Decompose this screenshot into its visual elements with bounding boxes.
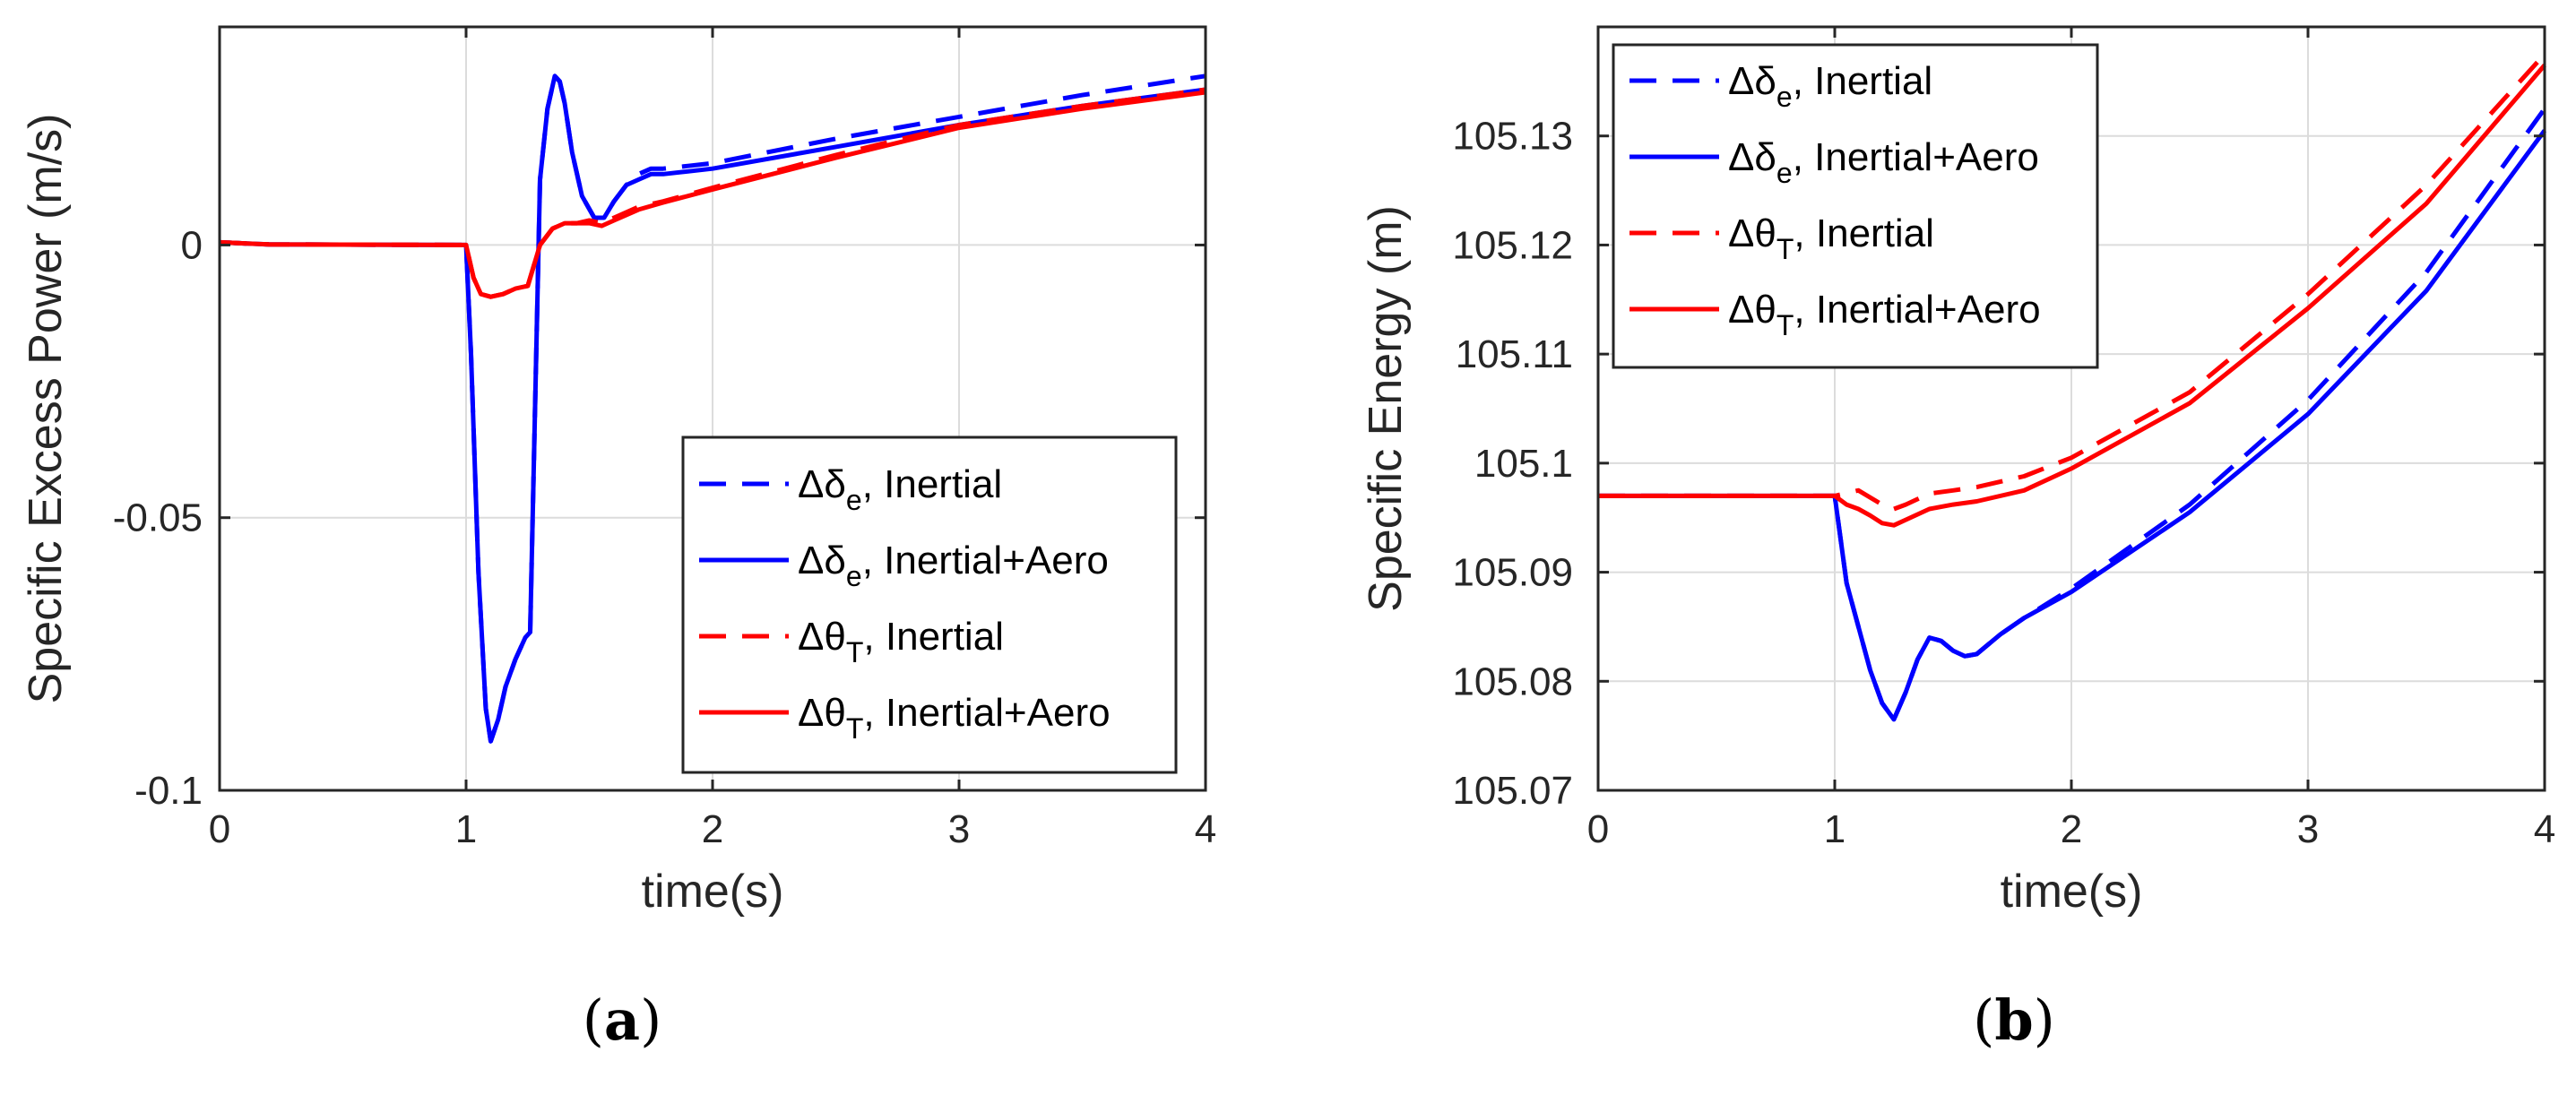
chart-a: 0 1 2 3 4 -0.1 -0.05 0 time(s) Specific Excess Po… xyxy=(20,25,1216,918)
legend-label: , Inertial+Aero xyxy=(863,691,1110,735)
legend-entry-0: Δδe, Inertial xyxy=(1728,59,1932,113)
legend-label: , Inertial xyxy=(1793,59,1933,103)
x-tick-label-2: 2 xyxy=(2061,807,2082,851)
y-tick-label-0: 105.07 xyxy=(1452,769,1573,813)
legend-label: , Inertial xyxy=(1794,211,1934,255)
x-tick-label-1: 1 xyxy=(1824,807,1846,851)
legend-subscript: T xyxy=(1776,233,1794,265)
x-tick-label-3: 3 xyxy=(2297,807,2319,851)
legend-symbol: Δδ xyxy=(798,462,846,506)
legend-entry-1: Δδe, Inertial+Aero xyxy=(1728,135,2039,189)
x-tick-label-3: 3 xyxy=(948,807,970,851)
svg-text:(a): (a) xyxy=(583,987,662,1053)
y-tick-label-0: -0.1 xyxy=(134,769,203,813)
caption-b-label: b xyxy=(1994,987,2033,1053)
series-line-1 xyxy=(1598,129,2547,722)
legend-entry-3: ΔθT, Inertial+Aero xyxy=(798,691,1111,745)
series-line-2 xyxy=(1598,52,2546,512)
x-tick-label-2: 2 xyxy=(702,807,723,851)
legend-subscript: e xyxy=(1776,81,1793,113)
legend-entry-0: Δδe, Inertial xyxy=(798,462,1002,516)
legend-symbol: Δθ xyxy=(1728,288,1776,332)
legend-subscript: e xyxy=(846,484,862,516)
x-tick-label-1: 1 xyxy=(455,807,477,851)
x-axis-label: time(s) xyxy=(2001,866,2143,918)
x-tick-label-0: 0 xyxy=(209,807,230,851)
y-tick-label-2: 0 xyxy=(181,223,203,267)
y-axis-label: Specific Excess Power (m/s) xyxy=(20,114,72,704)
y-tick-label-1: 105.08 xyxy=(1452,660,1573,703)
y-tick-label-3: 105.1 xyxy=(1474,442,1573,486)
series-line-3 xyxy=(1598,63,2546,528)
svg-text:(b): (b) xyxy=(1973,987,2055,1053)
legend-label: , Inertial xyxy=(863,615,1004,659)
caption-a-label: a xyxy=(604,987,640,1053)
legend-label: , Inertial xyxy=(862,462,1003,506)
legend-symbol: Δθ xyxy=(798,615,846,659)
legend-label: , Inertial+Aero xyxy=(1794,288,2040,332)
legend-entry-3: ΔθT, Inertial+Aero xyxy=(1728,288,2041,341)
legend-box xyxy=(681,435,1178,774)
legend-subscript: T xyxy=(1776,309,1794,341)
series-line-3 xyxy=(219,90,1206,299)
legend-subscript: e xyxy=(846,560,862,592)
x-axis-label: time(s) xyxy=(642,866,784,918)
x-tick-label-4: 4 xyxy=(1195,807,1216,851)
legend-entry-2: ΔθT, Inertial xyxy=(798,615,1004,668)
x-tick-label-4: 4 xyxy=(2534,807,2555,851)
legend-symbol: Δδ xyxy=(798,539,846,582)
series-line-1 xyxy=(219,73,1206,744)
y-tick-label-6: 105.13 xyxy=(1452,115,1573,159)
legend-label: , Inertial+Aero xyxy=(862,539,1109,582)
legend-symbol: Δθ xyxy=(798,691,846,735)
legend-subscript: T xyxy=(846,712,864,745)
legend-entry-2: ΔθT, Inertial xyxy=(1728,211,1934,265)
x-tick-label-0: 0 xyxy=(1587,807,1609,851)
legend-entry-1: Δδe, Inertial+Aero xyxy=(798,539,1109,592)
y-tick-label-4: 105.11 xyxy=(1456,332,1573,376)
legend-box xyxy=(1612,43,2099,369)
legend-subscript: e xyxy=(1776,157,1793,189)
caption-b: (b) xyxy=(1973,987,2055,1053)
caption-a: (a) xyxy=(583,987,662,1053)
chart-b: 0 1 2 3 4 105.07 105.08 105.09 105.1 105.11 105.12… xyxy=(1360,25,2555,918)
y-tick-label-2: 105.09 xyxy=(1452,551,1573,595)
y-tick-label-1: -0.05 xyxy=(113,496,203,540)
legend-symbol: Δδ xyxy=(1728,135,1776,179)
legend-label: , Inertial+Aero xyxy=(1793,135,2039,179)
legend-symbol: Δθ xyxy=(1728,211,1776,255)
legend-symbol: Δδ xyxy=(1728,59,1776,103)
legend-subscript: T xyxy=(846,636,864,668)
y-tick-label-5: 105.12 xyxy=(1452,223,1573,267)
y-axis-label: Specific Energy (m) xyxy=(1360,205,1412,612)
